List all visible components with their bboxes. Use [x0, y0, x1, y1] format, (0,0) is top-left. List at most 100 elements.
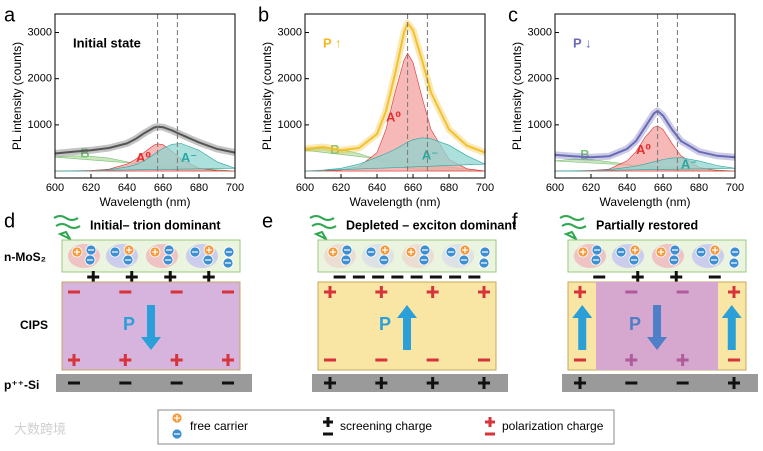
carrier-sign: [165, 259, 171, 260]
x-tick-label: 600: [546, 182, 564, 194]
carrier-sign: [631, 259, 637, 260]
minus-sign: [478, 359, 490, 362]
watermark: 大数跨境: [14, 421, 66, 436]
carrier-sign: [448, 251, 454, 252]
plus-sign: [431, 286, 434, 298]
y-axis-label: PL intensity (counts): [510, 42, 524, 150]
x-tick-label: 700: [726, 182, 744, 194]
carrier-sign: [714, 247, 715, 253]
panel-title: Partially restored: [596, 218, 698, 232]
plus-sign: [169, 271, 172, 283]
polarization-label: P: [123, 314, 135, 334]
carrier-sign: [225, 262, 231, 263]
minus-sign: [222, 291, 234, 294]
plus-sign: [329, 286, 332, 298]
plus-sign: [329, 377, 332, 389]
y-axis-label: PL intensity (counts): [10, 42, 24, 150]
minus-sign: [677, 382, 689, 385]
y-axis-label: PL intensity (counts): [260, 42, 274, 150]
panel-label: b: [258, 4, 269, 26]
panel-label: a: [4, 4, 16, 26]
x-tick-label: 620: [582, 182, 600, 194]
layer-label: n-MoS₂: [4, 250, 46, 264]
carrier-sign: [660, 249, 661, 255]
carrier-sign: [112, 251, 118, 252]
panel-label: c: [508, 4, 518, 26]
carrier-sign: [481, 262, 487, 263]
y-tick-label: 3000: [278, 26, 302, 38]
minus-sign: [119, 291, 131, 294]
minus-sign: [728, 359, 740, 362]
carrier-sign: [128, 247, 129, 253]
plus-sign: [675, 271, 678, 283]
x-tick-label: 660: [154, 182, 172, 194]
plus-sign: [489, 417, 492, 427]
y-tick-label: 1000: [28, 119, 52, 131]
x-axis-label: Wavelength (nm): [100, 195, 191, 209]
x-axis-label: Wavelength (nm): [350, 195, 441, 209]
carrier-sign: [698, 251, 704, 252]
x-tick-label: 700: [476, 182, 494, 194]
panel-title: Depleted – exciton dominant: [346, 218, 517, 232]
component-label: A⁰: [636, 142, 651, 157]
carrier-sign: [482, 251, 488, 252]
carrier-sign: [154, 249, 155, 255]
minus-sign: [411, 276, 423, 279]
y-tick-label: 1000: [528, 119, 552, 131]
carrier-sign: [422, 249, 428, 250]
minus-sign: [709, 276, 721, 279]
plus-sign: [483, 377, 486, 389]
carrier-sign: [464, 247, 465, 253]
annotation: P ↑: [323, 35, 342, 50]
x-tick-label: 680: [440, 182, 458, 194]
x-tick-label: 600: [296, 182, 314, 194]
minus-sign: [323, 433, 333, 436]
minus-sign: [375, 359, 387, 362]
polarization-arrow: [653, 305, 661, 338]
carrier-sign: [176, 415, 177, 421]
minus-sign: [222, 382, 234, 385]
carrier-sign: [344, 249, 350, 250]
component-label: A⁻: [181, 150, 197, 165]
carrier-sign: [731, 262, 737, 263]
plus-sign: [733, 377, 736, 389]
minus-sign: [324, 359, 336, 362]
polarization-arrow: [728, 317, 736, 350]
y-tick-label: 3000: [528, 26, 552, 38]
legend-label: free carrier: [190, 419, 248, 433]
plus-sign: [431, 377, 434, 389]
x-tick-label: 620: [82, 182, 100, 194]
x-tick-label: 640: [618, 182, 636, 194]
carrier-sign: [174, 433, 180, 434]
polarization-label: P: [629, 314, 641, 334]
plus-sign: [92, 271, 95, 283]
x-tick-label: 680: [190, 182, 208, 194]
carrier-sign: [166, 249, 172, 250]
plus-sign: [73, 354, 76, 366]
carrier-sign: [671, 259, 677, 260]
minus-sign: [449, 276, 461, 279]
plus-sign: [380, 377, 383, 389]
minus-sign: [391, 276, 403, 279]
carrier-sign: [332, 249, 333, 255]
panel-label: d: [4, 210, 15, 232]
carrier-sign: [384, 247, 385, 253]
carrier-sign: [593, 259, 599, 260]
plus-sign: [327, 417, 330, 427]
minus-sign: [334, 276, 346, 279]
x-tick-label: 660: [654, 182, 672, 194]
minus-sign: [171, 382, 183, 385]
carrier-sign: [368, 251, 374, 252]
plus-sign: [630, 354, 633, 366]
minus-sign: [677, 291, 689, 294]
plus-sign: [579, 377, 582, 389]
y-tick-label: 2000: [528, 73, 552, 85]
x-tick-label: 660: [404, 182, 422, 194]
minus-sign: [430, 276, 442, 279]
carrier-sign: [343, 259, 349, 260]
carrier-sign: [88, 249, 94, 250]
plus-sign: [130, 271, 133, 283]
layer-label: p⁺⁺-Si: [4, 378, 39, 392]
x-tick-label: 620: [332, 182, 350, 194]
